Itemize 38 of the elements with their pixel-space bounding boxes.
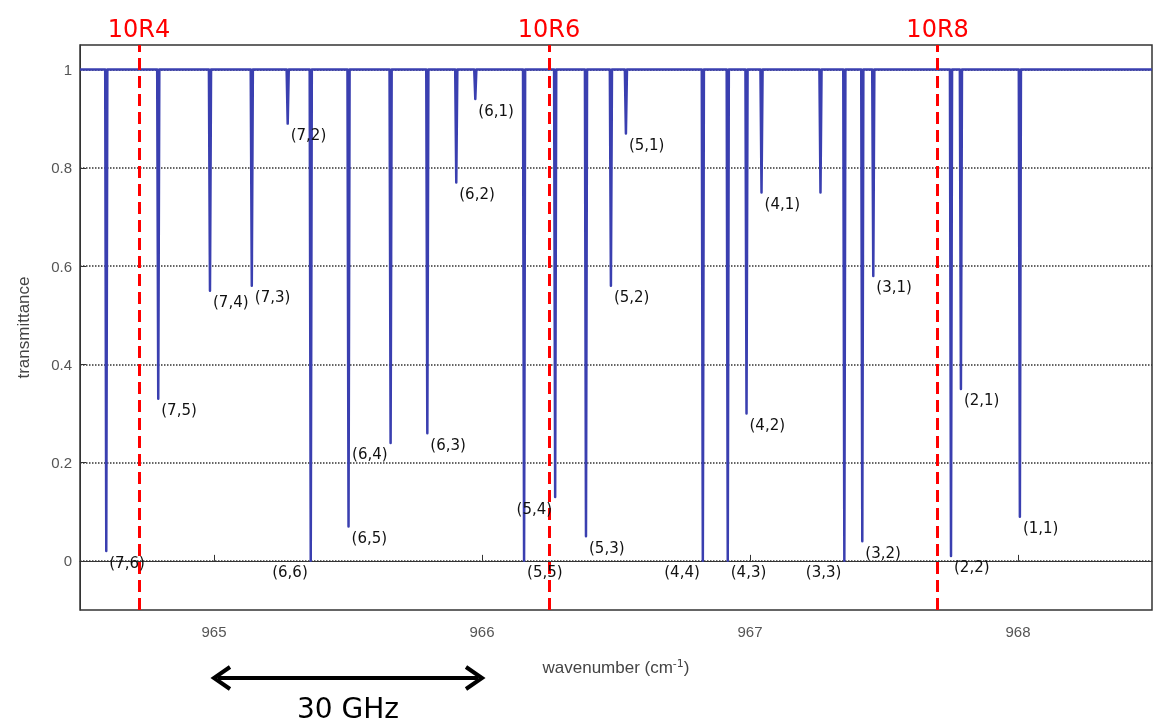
annotation: (6,2) [459,185,495,204]
annotation: (4,2) [749,415,786,434]
ref-line-label: 10R6 [517,15,581,43]
annotation: (5,2) [613,288,650,307]
annotation: (3,3) [805,563,842,582]
x-tick-label: 967 [737,623,763,640]
y-tick-label: 0.2 [51,454,72,472]
ref-line-label: 10R8 [906,15,969,43]
annotation: (3,2) [865,543,901,562]
annotation: (2,2) [954,558,990,577]
annotation: (4,4) [664,563,700,582]
text: 30 GHz [296,692,400,726]
annotation: (6,1) [478,101,514,120]
annotation: (5,3) [588,538,625,557]
annotation: (4,1) [764,194,801,213]
annotation: (2,1) [963,391,1000,410]
y-axis-title: transmittance [14,276,33,379]
annotation: (6,6) [272,563,308,582]
x-tick-label: 965 [201,623,227,640]
x-tick-label: 966 [469,623,495,640]
annotation: (3,1) [876,278,912,297]
y-tick-label: 0.6 [51,257,72,275]
annotation: (4,3) [730,563,767,582]
y-tick-label: 0.8 [51,159,72,177]
annotation: (6,3) [430,435,466,454]
annotation: (7,5) [161,401,197,420]
y-tick-label: 0.4 [51,355,72,373]
annotation: (6,4) [352,445,388,464]
annotation: (5,1) [628,135,665,154]
annotation: (5,5) [527,563,563,582]
x-tick-label: 968 [1005,623,1031,640]
annotation: (7,3) [254,288,291,307]
y-tick-label: 1 [63,61,72,79]
ref-line-label: 10R4 [107,15,171,43]
annotation: (7,4) [212,293,249,312]
annotation: (6,5) [351,528,388,547]
y-tick-label: 0 [63,552,72,570]
annotation: (1,1) [1022,519,1059,538]
